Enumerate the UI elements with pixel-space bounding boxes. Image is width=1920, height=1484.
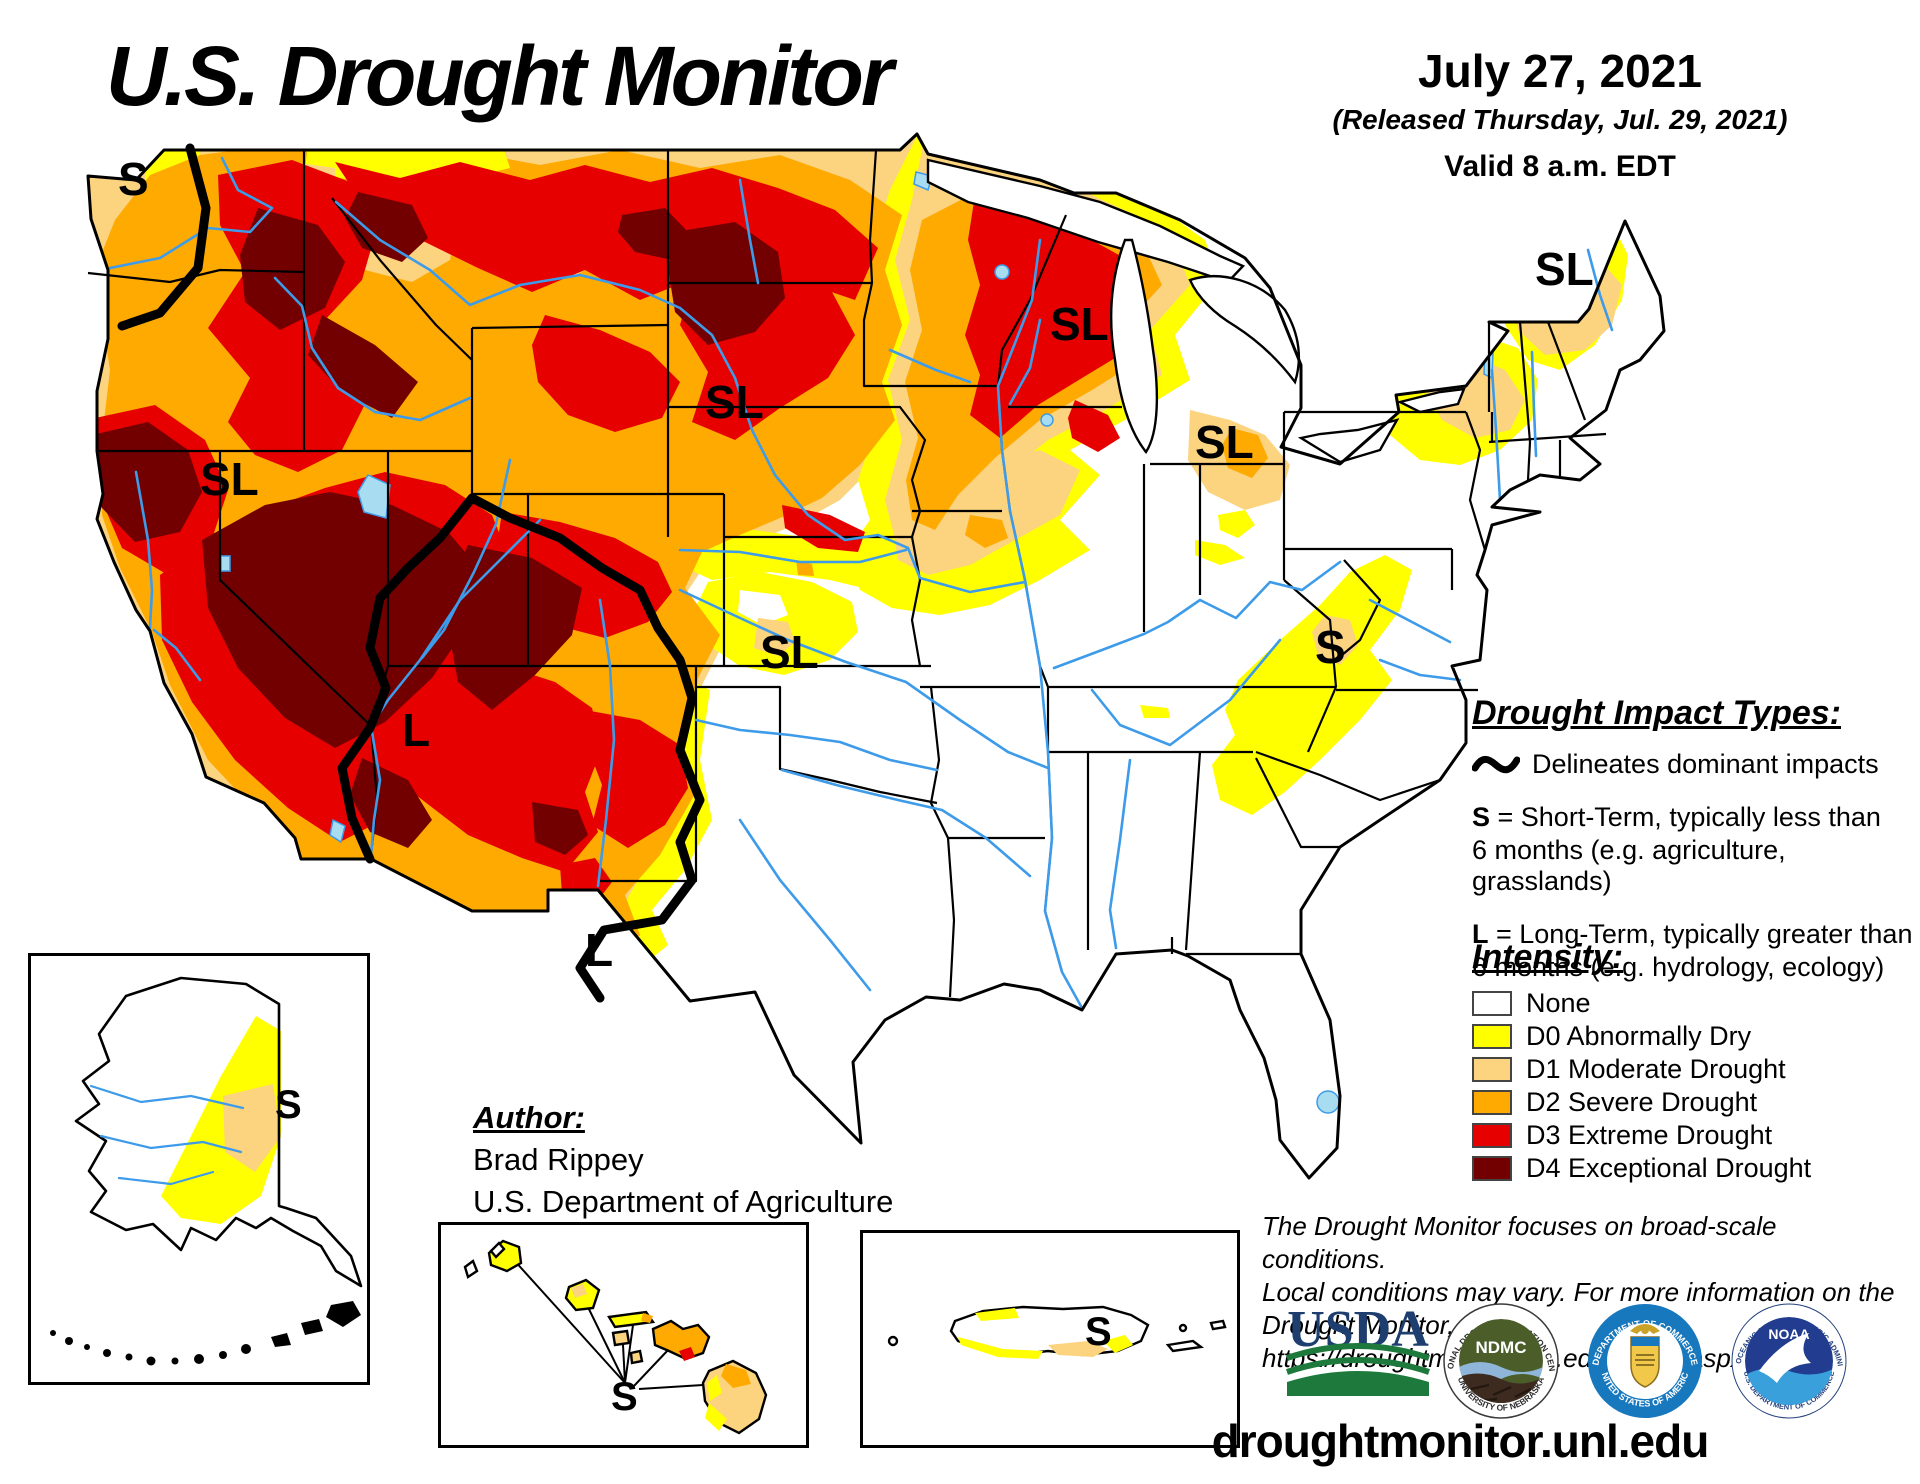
impact-types-legend: Drought Impact Types: Delineates dominan… [1472, 694, 1920, 983]
author-org: U.S. Department of Agriculture [473, 1184, 894, 1219]
website-url: droughtmonitor.unl.edu [1211, 1415, 1710, 1467]
swatch-d1 [1472, 1056, 1512, 1082]
hawaii-impact-label: S [611, 1375, 638, 1419]
state-borders [87, 149, 1607, 998]
swatch-d0 [1472, 1023, 1512, 1049]
valid-time: Valid 8 a.m. EDT [1444, 150, 1676, 183]
impact-types-heading: Drought Impact Types: [1472, 694, 1841, 732]
legend-item-d4: D4 Exceptional Drought [1472, 1152, 1920, 1184]
short-term-line2: 6 months (e.g. agriculture, grasslands) [1472, 835, 1786, 896]
delineation-squiggle-icon [1472, 755, 1520, 773]
alaska-impact-label: S [275, 1083, 302, 1127]
intensity-heading: Intensity: [1472, 938, 1624, 976]
us-outline [86, 132, 1666, 1180]
swatch-d3 [1472, 1122, 1512, 1148]
label-tx: L [585, 924, 613, 976]
noaa-logo: NATIONAL OCEANIC AND ATMOSPHERIC ADMINIS… [1731, 1303, 1847, 1419]
swatch-d2 [1472, 1089, 1512, 1115]
swatch-d4 [1472, 1155, 1512, 1181]
short-term-line1: S = Short-Term, typically less than [1472, 802, 1881, 832]
label-wa: S [118, 153, 149, 205]
date-block: July 27, 2021 (Released Thursday, Jul. 2… [1260, 44, 1860, 184]
long-term-line1: L = Long-Term, typically greater than [1472, 919, 1913, 949]
svg-text:NDMC: NDMC [1476, 1338, 1527, 1357]
puerto-rico-impact-label: S [1085, 1310, 1112, 1354]
aleutian-inset [28, 1297, 370, 1385]
legend-item-d2: D2 Severe Drought [1472, 1086, 1920, 1118]
label-ks: SL [760, 626, 819, 678]
department-of-commerce-logo: DEPARTMENT OF COMMERCE UNITED STATES OF … [1588, 1304, 1702, 1418]
page-title: U.S. Drought Monitor [106, 29, 894, 123]
legend-item-none: None [1472, 987, 1920, 1019]
label-az: L [402, 704, 430, 756]
label-mi: SL [1195, 416, 1254, 468]
author-block: Author: Brad Rippey U.S. Department of A… [473, 1100, 893, 1220]
alaska-inset: S [28, 953, 370, 1300]
usda-logo: USDA [1286, 1302, 1430, 1396]
delineates-label: Delineates dominant impacts [1532, 749, 1879, 779]
conus-drought-map: S SL SL SL SL SL SL L S L [86, 132, 1666, 1180]
swatch-none [1472, 990, 1512, 1016]
label-me: SL [1535, 243, 1594, 295]
label-nv: SL [200, 453, 259, 505]
great-lakes [926, 158, 1466, 464]
legend-item-d3: D3 Extreme Drought [1472, 1119, 1920, 1151]
svg-text:NOAA: NOAA [1768, 1326, 1809, 1342]
label-va: S [1315, 621, 1346, 673]
rivers [108, 156, 1614, 1010]
puerto-rico-inset: S [860, 1230, 1240, 1448]
author-heading: Author: [473, 1100, 585, 1135]
ndmc-logo: NATIONAL DROUGHT MITIGATION CENTER UNIVE… [1443, 1303, 1559, 1419]
intensity-legend: Intensity: None D0 Abnormally Dry D1 Mod… [1472, 938, 1920, 1184]
label-mn: SL [1050, 298, 1109, 350]
author-name: Brad Rippey [473, 1142, 644, 1177]
long-term-line2: 6 months (e.g. hydrology, ecology) [1472, 952, 1885, 982]
release-date: (Released Thursday, Jul. 29, 2021) [1332, 104, 1788, 135]
legend-item-d1: D1 Moderate Drought [1472, 1053, 1920, 1085]
map-date: July 27, 2021 [1418, 45, 1702, 97]
legend-item-d0: D0 Abnormally Dry [1472, 1020, 1920, 1052]
hawaii-inset: S [438, 1222, 809, 1448]
impact-delineation-lines [117, 143, 705, 1003]
label-sd: SL [705, 376, 764, 428]
impact-type-labels: S SL SL SL SL SL SL L S L [118, 153, 1594, 976]
